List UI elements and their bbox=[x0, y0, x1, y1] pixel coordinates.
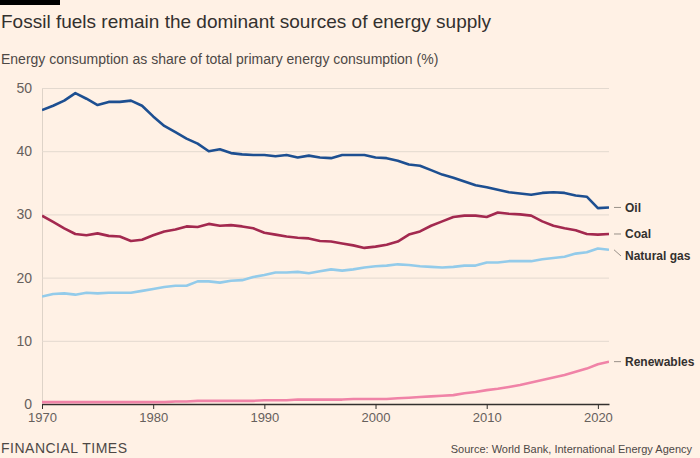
x-tick-label: 2010 bbox=[473, 410, 502, 425]
y-tick-label: 40 bbox=[16, 143, 32, 159]
grid-line bbox=[42, 151, 609, 152]
top-bar bbox=[0, 0, 60, 5]
lines bbox=[42, 93, 609, 402]
x-tick: 2010 bbox=[473, 404, 502, 425]
subtitle: Energy consumption as share of total pri… bbox=[1, 51, 438, 67]
grid-line bbox=[42, 341, 609, 342]
x-axis-line bbox=[43, 404, 610, 406]
y-tick-label: 30 bbox=[16, 206, 32, 222]
x-tick-label: 2000 bbox=[362, 410, 391, 425]
x-tick-mark bbox=[487, 404, 488, 409]
series-line bbox=[42, 362, 609, 402]
x-tick-mark bbox=[153, 404, 154, 409]
series-labels: Oil Coal Natural gas Renewables bbox=[614, 201, 695, 369]
chart: Fossil fuels remain the dominant sources… bbox=[0, 0, 700, 458]
title: Fossil fuels remain the dominant sources… bbox=[1, 11, 492, 32]
y-tick: 50 bbox=[16, 80, 609, 96]
x-tick-label: 1980 bbox=[139, 410, 168, 425]
x-tick: 1980 bbox=[139, 404, 168, 425]
x-tick-mark bbox=[598, 404, 599, 409]
y-axis: 01020304050 bbox=[16, 80, 609, 412]
x-tick-label: 2020 bbox=[584, 410, 613, 425]
grid-line bbox=[42, 88, 609, 89]
label-connector bbox=[614, 207, 621, 208]
grid-line bbox=[42, 404, 609, 405]
series-label: Oil bbox=[625, 201, 641, 215]
x-tick-label: 1970 bbox=[28, 410, 57, 425]
series-label: Coal bbox=[625, 227, 651, 241]
x-tick: 1970 bbox=[28, 404, 57, 425]
x-tick: 2000 bbox=[362, 404, 391, 425]
x-tick: 2020 bbox=[584, 404, 613, 425]
series-line bbox=[42, 213, 609, 248]
label-connector bbox=[614, 250, 621, 256]
background bbox=[0, 0, 700, 458]
x-tick-mark bbox=[42, 404, 43, 409]
grid-line bbox=[42, 278, 609, 279]
series-line bbox=[42, 93, 609, 208]
plot-area: 01020304050197019801990200020102020OilCo… bbox=[16, 80, 694, 425]
x-axis: 1970 1980 1990 2000 2010 2020 bbox=[28, 404, 613, 425]
series-label: Renewables bbox=[625, 355, 695, 369]
x-tick-label: 1990 bbox=[250, 410, 279, 425]
y-tick: 10 bbox=[16, 333, 609, 349]
y-tick-label: 10 bbox=[16, 333, 32, 349]
label-connector bbox=[614, 233, 621, 234]
y-tick-label: 50 bbox=[16, 80, 32, 96]
y-axis-line bbox=[42, 89, 43, 405]
label-connector bbox=[614, 361, 621, 362]
source: Source: World Bank, International Energy… bbox=[451, 443, 693, 455]
series-line bbox=[42, 249, 609, 297]
x-tick: 1990 bbox=[250, 404, 279, 425]
y-tick-label: 20 bbox=[16, 270, 32, 286]
x-tick-mark bbox=[376, 404, 377, 409]
x-tick-mark bbox=[264, 404, 265, 409]
logo: FINANCIAL TIMES bbox=[1, 440, 128, 456]
series-label: Natural gas bbox=[625, 249, 691, 263]
